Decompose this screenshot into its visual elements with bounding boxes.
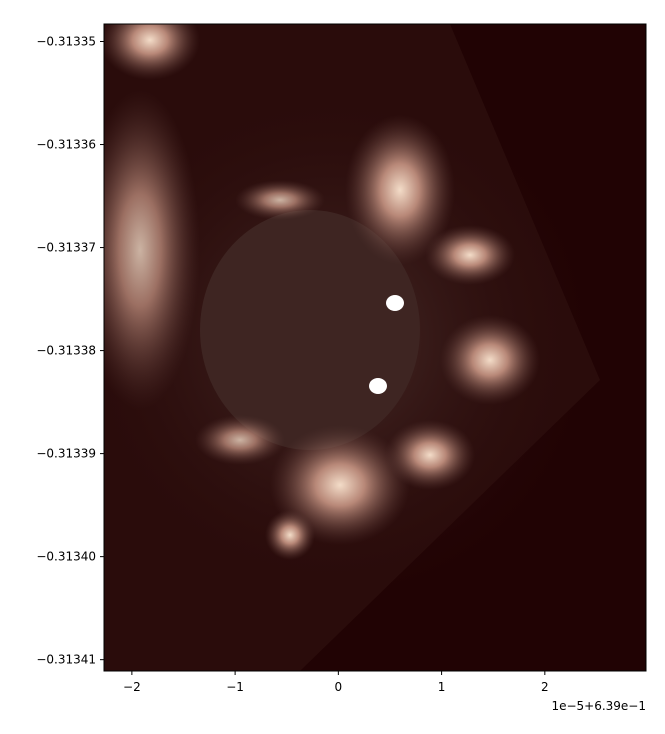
image-blob: [104, 90, 200, 410]
image-blob: [195, 415, 285, 465]
y-tick-label: −0.31335: [36, 35, 96, 49]
image-highlight: [386, 295, 404, 311]
x-offset-label: 1e−5+6.39e−1: [551, 699, 646, 713]
image-blob: [345, 115, 455, 265]
y-tick-label: −0.31336: [36, 138, 96, 152]
image-blob: [265, 510, 315, 560]
image-blob: [235, 180, 325, 220]
image-blob: [104, 24, 200, 80]
x-tick-label: −2: [123, 680, 141, 694]
image: [104, 24, 646, 671]
x-tick-label: 1: [438, 680, 446, 694]
y-tick-label: −0.31338: [36, 344, 96, 358]
image-highlight: [369, 378, 387, 394]
image-blob: [425, 225, 515, 285]
y-tick-label: −0.31339: [36, 447, 96, 461]
x-tick-label: 0: [335, 680, 343, 694]
x-tick-label: 2: [541, 680, 549, 694]
image-blob: [440, 315, 540, 405]
y-tick-label: −0.31340: [36, 550, 96, 564]
x-tick-label: −1: [226, 680, 244, 694]
plot-frame: [103, 23, 647, 672]
y-tick-label: −0.31341: [36, 653, 96, 667]
y-tick-label: −0.31337: [36, 241, 96, 255]
image-core: [200, 210, 420, 450]
image-blob: [385, 420, 475, 490]
